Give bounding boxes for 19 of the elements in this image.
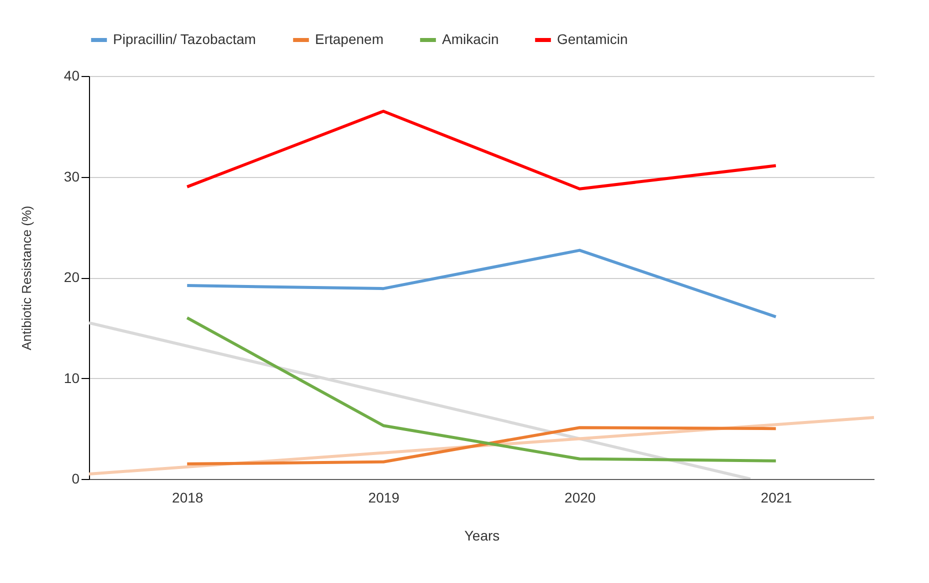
x-tick-label: 2021 xyxy=(760,490,792,506)
legend-label: Amikacin xyxy=(442,31,499,47)
line-series xyxy=(186,248,778,318)
y-tick-label: 20 xyxy=(64,269,80,285)
legend-label: Pipracillin/ Tazobactam xyxy=(113,31,256,47)
y-axis-title: Antibiotic Resistance (%) xyxy=(18,206,34,350)
x-tick-label: 2020 xyxy=(564,490,596,506)
x-axis-title: Years xyxy=(464,528,500,544)
legend-label: Ertapenem xyxy=(315,31,384,47)
legend-label: Gentamicin xyxy=(557,31,628,47)
y-tick-label: 30 xyxy=(64,168,80,184)
y-tick-label: 0 xyxy=(72,470,80,486)
y-tick-label: 40 xyxy=(64,68,80,84)
y-tick-label: 10 xyxy=(64,370,80,386)
line-series xyxy=(186,426,778,466)
x-tick-label: 2018 xyxy=(172,490,204,506)
line-series xyxy=(186,110,778,190)
line-series xyxy=(186,316,778,462)
x-tick-label: 2019 xyxy=(368,490,400,506)
